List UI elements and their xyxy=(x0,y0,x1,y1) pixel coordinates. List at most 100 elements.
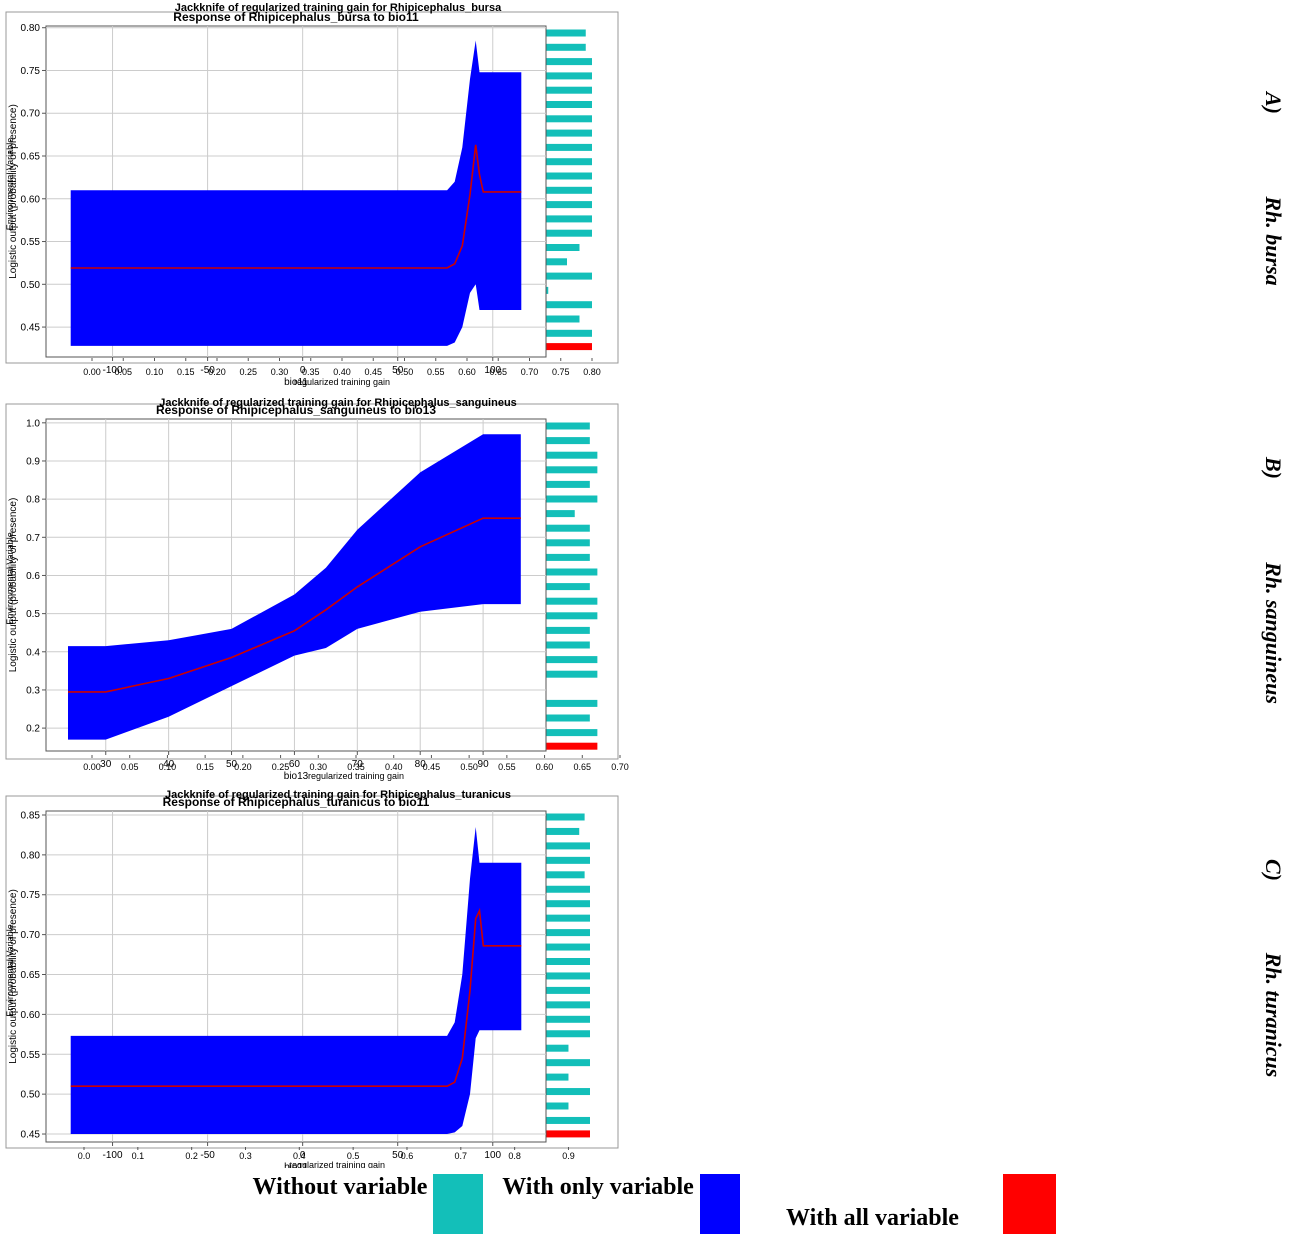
y-tick-label: 0.55 xyxy=(21,237,41,248)
x-tick-label: 0.05 xyxy=(121,762,139,772)
x-tick-label: 0.75 xyxy=(552,367,570,377)
y-tick-label: 0.3 xyxy=(26,685,40,696)
x-tick-label: 100 xyxy=(484,365,501,376)
legend-swatch-without xyxy=(433,1174,483,1234)
y-tick-label: 0.80 xyxy=(21,23,41,34)
chart-title: Response of Rhipicephalus_bursa to bio11 xyxy=(173,10,419,24)
x-tick-label: 0.65 xyxy=(574,762,592,772)
legend: Without variable With only variable With… xyxy=(0,1168,1296,1236)
chart-title: Jackknife of regularized training gain f… xyxy=(159,397,517,409)
y-axis-label: Logistic output (probability of presence… xyxy=(8,889,19,1064)
x-tick-label: 80 xyxy=(415,759,427,770)
x-tick-label: -50 xyxy=(200,365,215,376)
y-tick-label: 0.4 xyxy=(26,647,40,658)
response-chart-sanguineus-svg: 30 40 50 60 70 80 90 0.2 0.3 0.4 0.5 0.6 0.7 0.8 0.9 1.… xyxy=(8,403,547,782)
y-tick-label: 0.7 xyxy=(26,533,40,544)
y-tick-label: 0.5 xyxy=(26,609,40,620)
x-tick-label: 0.55 xyxy=(498,762,516,772)
x-tick-label: 0.05 xyxy=(114,367,132,377)
y-tick-label: 0.70 xyxy=(21,109,41,120)
x-tick-label: 0.25 xyxy=(272,762,290,772)
y-tick-label: 0.45 xyxy=(21,323,41,334)
response-chart-bursa-svg: -100 -50 0 50 100 0.45 0.50 0.55 0.60 0.65 0.70 0.7… xyxy=(8,10,547,388)
plot-frame xyxy=(5,11,619,364)
chart-title: Response of Rhipicephalus_sanguineus to … xyxy=(156,403,436,417)
mean-response-line xyxy=(68,517,521,693)
legend-label-with-only: With only variable xyxy=(502,1174,694,1200)
x-tick-label: 0.20 xyxy=(208,367,226,377)
legend-swatch-with-only xyxy=(700,1174,740,1234)
x-tick-label: 0.15 xyxy=(196,762,214,772)
x-tick-label: 0.00 xyxy=(83,762,101,772)
chart-title: Response of Rhipicephalus_turanicus to b… xyxy=(163,795,430,809)
y-tick-label: 0.6 xyxy=(26,571,40,582)
side-species-b: Rh. sanguineus xyxy=(1261,562,1286,704)
response-chart-turanicus: -100 -50 0 50 100 0.45 0.50 0.55 0.60 0.65 0.70 0.7… xyxy=(0,785,580,1173)
x-tick-label: 0.70 xyxy=(521,367,539,377)
x-tick-label: 0.5 xyxy=(347,1151,360,1161)
y-tick-label: 0.50 xyxy=(21,1090,41,1101)
y-tick-label: 0.50 xyxy=(21,280,41,291)
y-tick-label: 0.8 xyxy=(26,495,40,506)
x-tick-label: 30 xyxy=(100,759,112,770)
y-axis-label: Logistic output (probability of presence… xyxy=(8,104,19,279)
x-tick-label: 0.80 xyxy=(583,367,601,377)
x-tick-label: 50 xyxy=(392,365,404,376)
y-tick-label: 0.65 xyxy=(21,152,41,163)
legend-label-without: Without variable xyxy=(252,1174,428,1200)
x-tick-label: 0.30 xyxy=(310,762,328,772)
x-tick-label: 0.10 xyxy=(146,367,164,377)
x-tick-label: 0.10 xyxy=(159,762,177,772)
x-tick-label: 0.50 xyxy=(396,367,414,377)
x-tick-label: 0.2 xyxy=(185,1151,198,1161)
x-tick-label: 0 xyxy=(300,1150,306,1161)
side-letter-c: C) xyxy=(1261,859,1286,881)
x-tick-label: 0.00 xyxy=(83,367,101,377)
x-tick-label: 0.65 xyxy=(489,367,507,377)
x-axis-label: bio11 xyxy=(284,1162,308,1168)
y-tick-label: 0.75 xyxy=(21,890,41,901)
y-axis-label: Environmental Variable xyxy=(5,924,15,1016)
x-tick-label: 50 xyxy=(226,759,238,770)
response-plot-group: 30 40 50 60 70 80 90 0.2 0.3 0.4 0.5 0.6 0.7 0.8 0.9 1.… xyxy=(8,403,547,782)
x-tick-label: 0.50 xyxy=(460,762,478,772)
x-tick-label: -100 xyxy=(103,1150,123,1161)
plot-frame xyxy=(5,795,619,1149)
side-letter-a: A) xyxy=(1261,92,1286,114)
x-tick-label: 0.15 xyxy=(177,367,195,377)
y-tick-label: 0.70 xyxy=(21,930,41,941)
y-tick-label: 0.9 xyxy=(26,456,40,467)
y-tick-label: 1.0 xyxy=(26,418,40,429)
x-tick-label: 0.4 xyxy=(293,1151,306,1161)
legend-label-with-all: With all variable xyxy=(786,1205,959,1231)
x-tick-label: 0.20 xyxy=(234,762,252,772)
x-tick-label: 60 xyxy=(289,759,301,770)
x-tick-label: 0.60 xyxy=(458,367,476,377)
y-axis-label: Logistic output (probability of presence… xyxy=(8,498,19,673)
x-tick-label: 90 xyxy=(478,759,490,770)
y-tick-label: 0.85 xyxy=(21,810,41,821)
mean-response-line xyxy=(70,907,522,1087)
y-tick-label: 0.80 xyxy=(21,850,41,861)
chart-title: Jackknife of regularized training gain f… xyxy=(165,789,511,801)
confidence-band xyxy=(68,434,521,740)
y-tick-label: 0.65 xyxy=(21,970,41,981)
x-tick-label: 70 xyxy=(352,759,364,770)
legend-swatch-with-all xyxy=(1003,1174,1056,1234)
x-tick-label: 100 xyxy=(484,1150,501,1161)
x-tick-label: 0.45 xyxy=(423,762,441,772)
side-letter-b: B) xyxy=(1261,457,1286,479)
y-tick-label: 0.55 xyxy=(21,1050,41,1061)
side-species-c: Rh. turanicus xyxy=(1261,952,1286,1078)
x-tick-label: 0.1 xyxy=(132,1151,145,1161)
x-tick-label: 50 xyxy=(392,1150,404,1161)
x-tick-label: 0.25 xyxy=(239,367,257,377)
y-axis-label: Environmental Variable xyxy=(5,138,15,230)
x-tick-label: 0.35 xyxy=(302,367,320,377)
x-tick-label: 0.6 xyxy=(401,1151,414,1161)
x-tick-label: 0.45 xyxy=(364,367,382,377)
x-tick-label: 0.9 xyxy=(562,1151,575,1161)
y-tick-label: 0.75 xyxy=(21,66,41,77)
x-tick-label: 0.35 xyxy=(347,762,365,772)
response-chart-sanguineus: 30 40 50 60 70 80 90 0.2 0.3 0.4 0.5 0.6 0.7 0.8 0.9 1.… xyxy=(0,393,580,785)
